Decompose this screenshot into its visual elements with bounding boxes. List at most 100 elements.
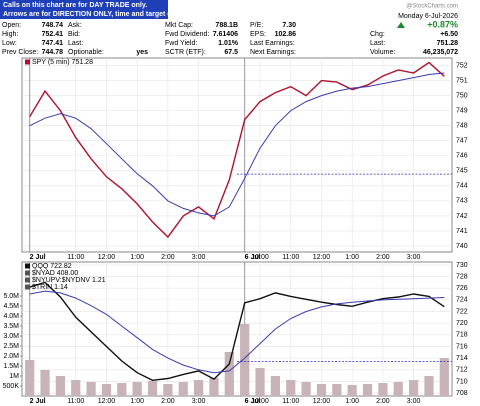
volume-bar xyxy=(393,382,403,396)
field-label: Open: xyxy=(2,22,21,29)
x-tick-label: 2:00 xyxy=(376,254,390,261)
field-value: yes xyxy=(136,49,148,56)
field-value: 747.41 xyxy=(42,40,64,47)
x-tick-label: 3:00 xyxy=(192,254,206,261)
x-tick-label: 12:00 xyxy=(313,398,331,405)
legend-swatch xyxy=(25,263,30,269)
watermark: @StockCharts.com xyxy=(406,4,458,10)
date: Monday 6-Jul-2026 xyxy=(398,13,458,20)
volume-bar xyxy=(178,382,188,396)
x-tick-label: 3:00 xyxy=(407,398,421,405)
y-tick-label: 3.0M xyxy=(3,333,19,340)
y-tick-label: 3.5M xyxy=(3,323,19,330)
y-tick-label: 2.0M xyxy=(3,353,19,360)
volume-bar xyxy=(286,380,296,396)
volume-bar xyxy=(209,378,219,396)
volume-bar xyxy=(301,382,311,396)
field-value: +6.50 xyxy=(440,31,458,38)
volume-bar xyxy=(40,370,50,396)
field-value: 751.28 xyxy=(437,40,459,47)
field-label: EPS: xyxy=(250,31,266,38)
field-value: 744.78 xyxy=(42,49,64,56)
volume-bar xyxy=(117,383,127,396)
x-tick-label: 3:00 xyxy=(192,398,206,405)
y-tick-label: 1M xyxy=(9,373,19,380)
field-label: Fwd Dividend: xyxy=(165,31,209,38)
volume-bar xyxy=(332,384,342,396)
y-tick-label: 751 xyxy=(456,77,468,84)
y-tick-label: 744 xyxy=(456,183,468,190)
field-value: 67.5 xyxy=(224,49,238,56)
y-tick-label: 742 xyxy=(456,213,468,220)
volume-bar xyxy=(71,380,81,396)
y-tick-label: 716 xyxy=(456,343,468,350)
banner-line: Calls on this chart are for DAY TRADE on… xyxy=(3,2,147,9)
volume-bar xyxy=(409,380,419,396)
volume-bar xyxy=(439,358,449,396)
volume-bar xyxy=(362,384,373,396)
legend-swatch xyxy=(25,284,30,290)
y-tick-label: 747 xyxy=(456,138,468,145)
field-value: 46,235,072 xyxy=(423,49,458,56)
volume-bar xyxy=(224,352,234,396)
banner-box xyxy=(0,0,168,19)
x-tick-label: 1:00 xyxy=(130,254,144,261)
x-tick-label: 2:00 xyxy=(376,398,390,405)
volume-bar xyxy=(255,368,265,396)
x-tick-label: 11:00 xyxy=(282,254,299,261)
volume-bar xyxy=(424,376,434,396)
y-tick-label: 4.0M xyxy=(3,313,19,320)
up-arrow xyxy=(397,22,405,28)
y-tick-label: 728 xyxy=(456,273,468,280)
y-tick-label: 745 xyxy=(456,168,468,175)
field-label: Next Earnings: xyxy=(250,49,296,56)
field-value: 7.61406 xyxy=(213,31,238,38)
legend-entry: $NYAD 408.00 xyxy=(32,270,78,277)
y-tick-label: 712 xyxy=(456,367,468,374)
y-tick-label: 740 xyxy=(456,243,468,250)
volume-bar xyxy=(147,381,158,396)
field-value: 752.41 xyxy=(42,31,64,38)
x-tick-label: 11:00 xyxy=(67,254,84,261)
x-tick-label: 6 Jul xyxy=(245,398,261,405)
y-tick-label: 708 xyxy=(456,390,468,397)
field-value: 1.01% xyxy=(218,40,239,47)
x-tick-label: 2 Jul xyxy=(30,398,46,405)
field-label: Low: xyxy=(2,40,17,47)
field-label: SCTR (ETF): xyxy=(165,49,206,56)
x-tick-label: 2:00 xyxy=(161,254,175,261)
y-tick-label: 722 xyxy=(456,308,468,315)
y-tick-label: 720 xyxy=(456,320,468,327)
field-label: Volume: xyxy=(370,49,395,56)
field-label: Chg: xyxy=(370,31,385,38)
field-label: Bid: xyxy=(68,31,80,38)
volume-bar xyxy=(163,384,173,396)
banner-line: Arrows are for DIRECTION ONLY, time and … xyxy=(3,11,207,18)
y-tick-label: 1.5M xyxy=(3,363,19,370)
x-tick-label: 2:00 xyxy=(161,398,175,405)
y-tick-label: 748 xyxy=(456,123,468,130)
volume-bar xyxy=(55,376,65,396)
legend-entry: QQQ 722.82 xyxy=(32,263,72,270)
x-tick-label: 2 Jul xyxy=(30,254,46,261)
volume-bar xyxy=(270,376,280,396)
volume-bar xyxy=(378,383,388,396)
legend-entry: SPY (5 min) 751.28 xyxy=(32,59,93,66)
volume-bar xyxy=(194,380,204,396)
y-tick-label: 718 xyxy=(456,332,468,339)
y-tick-label: 726 xyxy=(456,285,468,292)
volume-bar xyxy=(101,384,112,396)
volume-bar xyxy=(132,382,142,396)
field-label: Mkt Cap: xyxy=(165,22,193,29)
field-label: Prev Close: xyxy=(2,49,38,56)
field-label: Last: xyxy=(370,40,385,47)
field-value: 7.30 xyxy=(282,22,296,29)
x-tick-label: 6 Jul xyxy=(245,254,261,261)
volume-bar xyxy=(240,324,250,396)
volume-bar xyxy=(316,384,327,396)
field-label: Fwd Yield: xyxy=(165,40,197,47)
y-tick-label: 724 xyxy=(456,297,468,304)
x-tick-label: 3:00 xyxy=(407,254,421,261)
volume-bar xyxy=(25,360,35,396)
